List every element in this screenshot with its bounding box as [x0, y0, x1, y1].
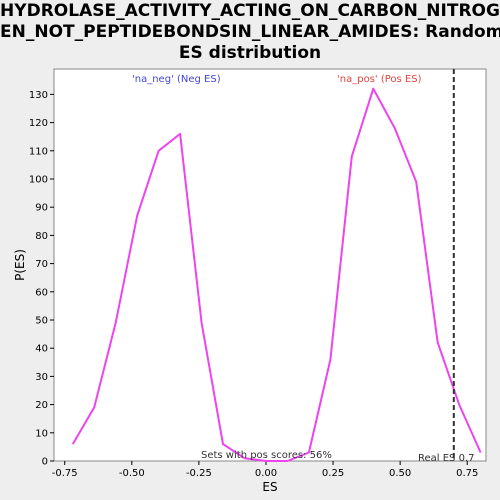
- x-tick-label: 0.25: [322, 468, 344, 479]
- es-distribution-series: [71, 87, 482, 462]
- y-tick-label: 50: [35, 315, 48, 326]
- y-tick-label: 100: [29, 174, 48, 185]
- pos-scores-label: Sets with pos scores: 56%: [201, 450, 332, 461]
- y-tick-label: 20: [35, 400, 48, 411]
- y-tick-label: 130: [29, 90, 48, 101]
- x-tick-label: 0.50: [389, 468, 411, 479]
- x-tick-label: -0.50: [119, 468, 145, 479]
- y-tick-label: 90: [35, 203, 48, 214]
- y-tick-label: 10: [35, 428, 48, 439]
- x-tick-label: -0.75: [52, 468, 78, 479]
- y-tick-label: 70: [35, 259, 48, 270]
- y-tick-label: 80: [35, 231, 48, 242]
- x-tick-label: -0.25: [186, 468, 212, 479]
- pos-es-label: 'na_pos' (Pos ES): [337, 74, 422, 85]
- real-es-label: Real ES 0.7: [418, 453, 474, 464]
- neg-es-label: 'na_neg' (Neg ES): [132, 74, 221, 85]
- chart-title-line-2: EN_NOT_PEPTIDEBONDSIN_LINEAR_AMIDES: Ran…: [0, 22, 500, 42]
- y-axis: 0 10 20 30 40 50 60 70 80 90 100 110 120 130: [29, 90, 54, 468]
- y-tick-label: 0: [42, 457, 48, 468]
- x-axis: -0.75 -0.50 -0.25 0.00 0.25 0.50 0.75: [52, 461, 478, 479]
- x-tick-label: 0.75: [456, 468, 478, 479]
- x-tick-label: 0.00: [255, 468, 277, 479]
- y-tick-label: 60: [35, 287, 48, 298]
- plot-area: [53, 68, 487, 462]
- y-tick-label: 110: [29, 146, 48, 157]
- chart-title: HYDROLASE_ACTIVITY_ACTING_ON_CARBON_NITR…: [0, 1, 500, 64]
- chart-title-line-3: ES distribution: [178, 43, 322, 63]
- y-tick-label: 30: [35, 372, 48, 383]
- x-axis-title: ES: [262, 480, 277, 494]
- y-tick-label: 40: [35, 344, 48, 355]
- y-axis-title: P(ES): [13, 249, 27, 281]
- y-tick-label: 120: [29, 118, 48, 129]
- chart-title-line-1: HYDROLASE_ACTIVITY_ACTING_ON_CARBON_NITR…: [0, 1, 500, 21]
